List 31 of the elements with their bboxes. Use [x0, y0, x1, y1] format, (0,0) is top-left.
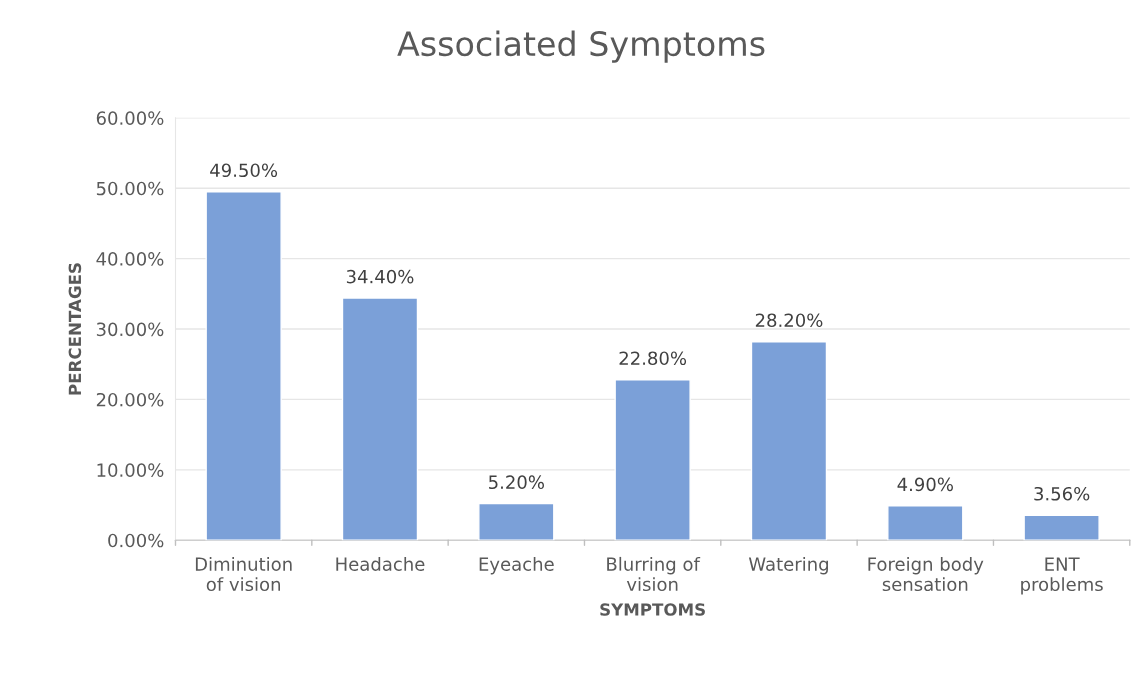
data-label: 4.90%: [897, 477, 953, 492]
y-tick-label: 10.00%: [97, 463, 164, 477]
bar: [205, 191, 282, 541]
chart-title: Associated Symptoms: [397, 30, 765, 63]
y-tick-label: 20.00%: [96, 392, 164, 407]
bar: [1023, 514, 1100, 541]
data-label: 34.40%: [346, 269, 414, 284]
x-tick-label: Foreign body sensation: [868, 556, 984, 592]
data-label: 5.20%: [489, 475, 544, 490]
x-tick-label: Headache: [336, 556, 425, 571]
x-tick-label: Watering: [748, 556, 828, 575]
bar: [341, 297, 419, 541]
y-tick-label: 40.00%: [96, 252, 164, 266]
x-tick-label: Eyeache: [479, 556, 554, 575]
y-tick-label: 50.00%: [96, 181, 164, 196]
y-axis-title: PERCENTAGES: [68, 263, 82, 395]
data-label: 49.50%: [210, 163, 278, 178]
bar: [887, 505, 964, 541]
bar: [750, 341, 828, 541]
x-tick-label: ENT problems: [1021, 557, 1103, 595]
data-label: 3.56%: [1034, 486, 1090, 501]
data-label: 28.20%: [755, 313, 823, 328]
x-tick-label: Diminution of vision: [195, 556, 292, 592]
bar: [478, 502, 555, 541]
x-tick-label: Blurring of vision: [607, 556, 701, 592]
y-tick-label: 0.00%: [108, 533, 164, 548]
bar: [614, 379, 691, 541]
y-tick-label: 60.00%: [96, 111, 164, 125]
x-axis-title: SYMPTOMS: [600, 603, 705, 616]
data-label: 22.80%: [619, 351, 687, 366]
y-tick-label: 30.00%: [96, 322, 164, 337]
